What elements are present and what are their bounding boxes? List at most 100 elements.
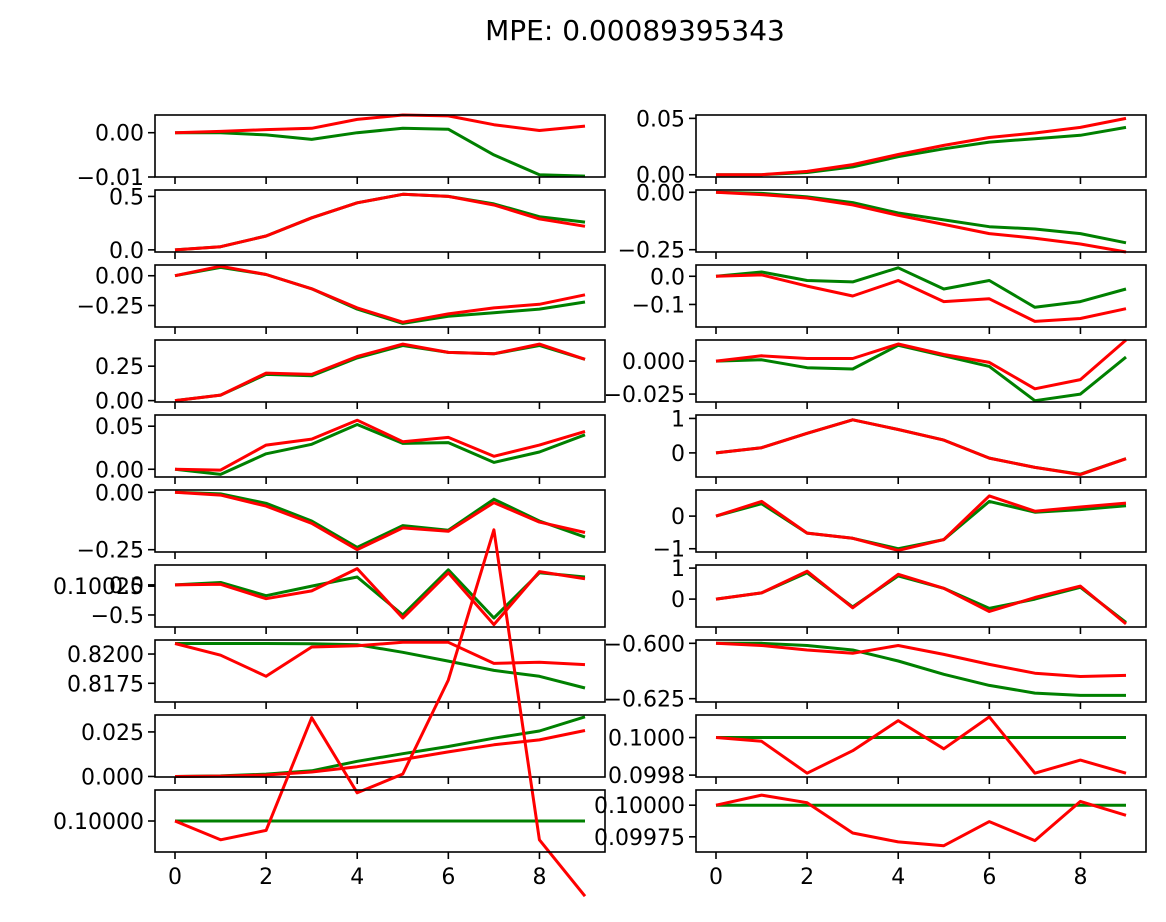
subplot-14-ytick-label: 0 bbox=[671, 588, 685, 613]
subplot-10-ytick-label: 0 bbox=[671, 442, 685, 467]
subplot-11-ytick-label: −0.25 bbox=[77, 539, 144, 564]
subplot-1-line-green bbox=[175, 126, 586, 178]
subplot-1-ytick-label: 0.00 bbox=[95, 122, 144, 147]
subplot-20-ytick-label: 0.09975 bbox=[594, 826, 685, 851]
subplot-16-ytick-label: −0.600 bbox=[604, 632, 685, 657]
subplot-13-line-red bbox=[174, 567, 586, 627]
subplot-13-line-green bbox=[174, 568, 586, 620]
subplot-6-ytick-label: −0.1 bbox=[632, 293, 685, 318]
subplot-19-xtick-label: 6 bbox=[441, 865, 455, 890]
subplot-20-axes-frame bbox=[695, 789, 1147, 853]
subplot-2-line-red bbox=[716, 116, 1127, 177]
subplot-9-line-green bbox=[174, 423, 586, 476]
subplot-3-axes-frame bbox=[154, 189, 606, 253]
subplot-19-xtick-label: 0 bbox=[168, 865, 182, 890]
subplot-12-ytick-label: 0 bbox=[671, 505, 685, 530]
subplot-9-ytick-label: 0.00 bbox=[95, 458, 144, 483]
subplot-18-line-red bbox=[715, 715, 1127, 775]
subplot-6-line-red bbox=[715, 273, 1127, 323]
subplot-5-line-red bbox=[174, 264, 586, 324]
subplot-20-xtick-label: 8 bbox=[1073, 865, 1087, 890]
subplot-1-line-red bbox=[174, 113, 586, 135]
subplot-7-line-red bbox=[174, 342, 586, 403]
subplot-5-ytick-label: −0.25 bbox=[77, 295, 144, 320]
subplot-7-axes-frame bbox=[154, 339, 606, 403]
subplot-4-line-red bbox=[715, 190, 1127, 254]
subplot-19-xtick-label: 4 bbox=[350, 865, 364, 890]
subplot-5-ytick-label: 0.00 bbox=[95, 265, 144, 290]
subplot-9-ytick-label: 0.05 bbox=[95, 415, 144, 440]
subplot-15-ytick-label: 0.8175 bbox=[67, 672, 144, 697]
subplot-14-line-red bbox=[715, 569, 1127, 626]
subplot-20-xtick-label: 2 bbox=[800, 865, 814, 890]
subplot-8-line-red bbox=[715, 338, 1127, 391]
subplot-19-ytick-label: 0.10025 bbox=[53, 575, 144, 600]
subplot-15-axes-frame bbox=[154, 639, 606, 703]
subplot-17-axes-frame bbox=[154, 714, 606, 778]
subplot-10-line-green bbox=[715, 418, 1127, 476]
subplot-12-ytick-label: −1 bbox=[653, 538, 685, 563]
subplot-10-ytick-label: 1 bbox=[671, 407, 685, 432]
subplot-13-ytick-label: 0.0 bbox=[109, 574, 144, 599]
subplot-6-ytick-label: 0.0 bbox=[650, 265, 685, 290]
subplot-2-ytick-label: 0.00 bbox=[636, 164, 685, 189]
subplot-7-ytick-label: 0.00 bbox=[95, 390, 144, 415]
subplot-7-ytick-label: 0.25 bbox=[95, 355, 144, 380]
subplot-11-line-green bbox=[174, 490, 586, 549]
subplot-12-axes-frame bbox=[695, 489, 1147, 553]
subplot-8-line-green bbox=[715, 343, 1127, 403]
subplot-3-ytick-label: 0.0 bbox=[109, 239, 144, 264]
subplot-15-line-green bbox=[175, 642, 586, 690]
subplot-18-axes-frame bbox=[695, 714, 1147, 778]
subplot-10-line-red bbox=[715, 418, 1127, 477]
subplot-16-line-green bbox=[716, 641, 1126, 697]
subplot-18-ytick-label: 0.1000 bbox=[608, 727, 685, 752]
subplot-11-line-red bbox=[174, 490, 586, 552]
subplot-4-ytick-label: −0.25 bbox=[618, 239, 685, 264]
subplot-17-ytick-label: 0.000 bbox=[81, 765, 144, 790]
subplot-2-ytick-label: 0.05 bbox=[636, 107, 685, 132]
subplot-19-xtick-label: 2 bbox=[259, 865, 273, 890]
subplot-11-ytick-label: 0.00 bbox=[95, 481, 144, 506]
subplot-20-ytick-label: 0.10000 bbox=[594, 794, 685, 819]
subplot-20-xtick-label: 6 bbox=[982, 865, 996, 890]
subplot-5-axes-frame bbox=[154, 264, 606, 328]
subplot-9-line-red bbox=[174, 418, 586, 472]
subplot-18-ytick-label: 0.0998 bbox=[608, 764, 685, 789]
subplot-14-ytick-label: 1 bbox=[671, 557, 685, 582]
subplot-17-line-red bbox=[174, 729, 586, 778]
subplot-19-xtick-label: 8 bbox=[532, 865, 546, 890]
subplot-4-line-green bbox=[715, 190, 1127, 245]
subplot-1-axes-frame bbox=[154, 114, 606, 178]
subplot-10-axes-frame bbox=[695, 414, 1147, 478]
subplot-16-ytick-label: −0.625 bbox=[604, 688, 685, 713]
subplot-11-axes-frame bbox=[154, 489, 606, 553]
subplot-8-ytick-label: −0.025 bbox=[604, 383, 685, 408]
subplot-8-ytick-label: 0.000 bbox=[622, 350, 685, 375]
subplot-6-axes-frame bbox=[695, 264, 1147, 328]
subplot-14-axes-frame bbox=[695, 564, 1147, 628]
subplot-19-ytick-label: 0.10000 bbox=[53, 810, 144, 835]
subplot-20-xtick-label: 4 bbox=[891, 865, 905, 890]
subplot-3-line-red bbox=[174, 192, 586, 252]
subplot-13-axes-frame bbox=[154, 564, 606, 628]
subplot-15-ytick-label: 0.8200 bbox=[67, 643, 144, 668]
subplot-15-line-red bbox=[174, 640, 586, 678]
subplot-12-line-red bbox=[715, 494, 1127, 552]
subplot-17-ytick-label: 0.025 bbox=[81, 721, 144, 746]
subplot-8-axes-frame bbox=[695, 339, 1147, 403]
subplot-3-ytick-label: 0.5 bbox=[109, 185, 144, 210]
subplot-16-axes-frame bbox=[695, 639, 1147, 703]
subplot-9-axes-frame bbox=[154, 414, 606, 478]
subplot-16-line-red bbox=[715, 641, 1127, 678]
subplot-13-ytick-label: −0.5 bbox=[91, 604, 144, 629]
subplot-2-axes-frame bbox=[695, 114, 1147, 178]
subplot-4-ytick-label: 0.00 bbox=[636, 181, 685, 206]
figure-title: MPE: 0.00089395343 bbox=[485, 14, 785, 47]
subplot-20-xtick-label: 0 bbox=[709, 865, 723, 890]
subplot-6-line-green bbox=[715, 266, 1127, 309]
subplot-20-line-red bbox=[715, 793, 1127, 848]
subplot-4-axes-frame bbox=[695, 189, 1147, 253]
